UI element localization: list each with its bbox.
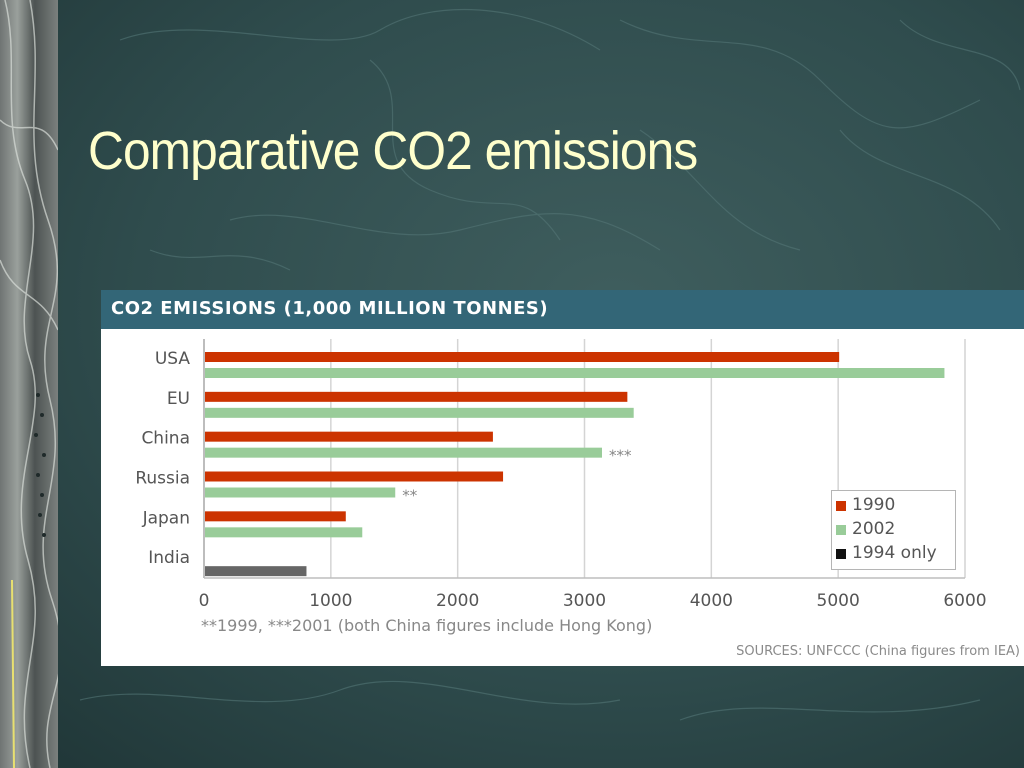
category-label: Russia [135,469,190,489]
bar-eu-2002 [205,407,634,418]
x-tick-label: 6000 [943,591,986,611]
x-tick-label: 1000 [309,591,352,611]
bar-russia-2002 [205,487,396,498]
legend-label-1994-only: 1994 only [852,543,937,563]
map-texture-icon [0,0,58,768]
chart-panel: CO2 EMISSIONS (1,000 MILLION TONNES) 0 10… [101,290,1024,666]
x-tick-label: 5000 [817,591,860,611]
category-label: Japan [142,508,190,528]
category-label: India [148,548,190,568]
category-label: China [141,429,190,449]
bar-japan-2002 [205,527,363,538]
legend-swatch-1990 [836,501,846,511]
bar-annotation: *** [609,447,632,465]
x-tick-label: 4000 [690,591,733,611]
slide-title: Comparative CO2 emissions [88,121,698,181]
category-label: EU [167,389,190,409]
bar-usa-2002 [205,368,945,378]
decorative-left-strip [0,0,58,768]
bar-japan-1990 [205,511,346,522]
bar-india-1994-only [205,566,307,577]
bar-china-1990 [205,431,493,442]
chart-footnote: **1999, ***2001 (both China figures incl… [201,616,653,635]
bar-china-2002 [205,447,602,458]
x-tick-label: 0 [199,591,210,611]
legend-swatch-1994-only [836,549,846,559]
bar-eu-1990 [205,391,628,402]
chart-legend: 1990 2002 1994 only [831,490,956,570]
bar-russia-1990 [205,471,504,482]
x-tick-label: 3000 [563,591,606,611]
bar-chart: 0 1000 2000 3000 4000 5000 6000 USA EU China *** Ru… [135,339,987,611]
legend-label-1990: 1990 [852,495,896,515]
legend-swatch-2002 [836,525,846,535]
bar-annotation: ** [402,487,418,505]
chart-sources: SOURCES: UNFCCC (China figures from IEA) [736,644,1020,659]
category-label: USA [155,349,191,369]
legend-label-2002: 2002 [852,519,896,539]
x-tick-label: 2000 [436,591,479,611]
bar-usa-1990 [205,352,840,362]
chart-panel-header: CO2 EMISSIONS (1,000 MILLION TONNES) [101,290,1024,329]
chart-title: CO2 EMISSIONS (1,000 MILLION TONNES) [111,298,549,319]
